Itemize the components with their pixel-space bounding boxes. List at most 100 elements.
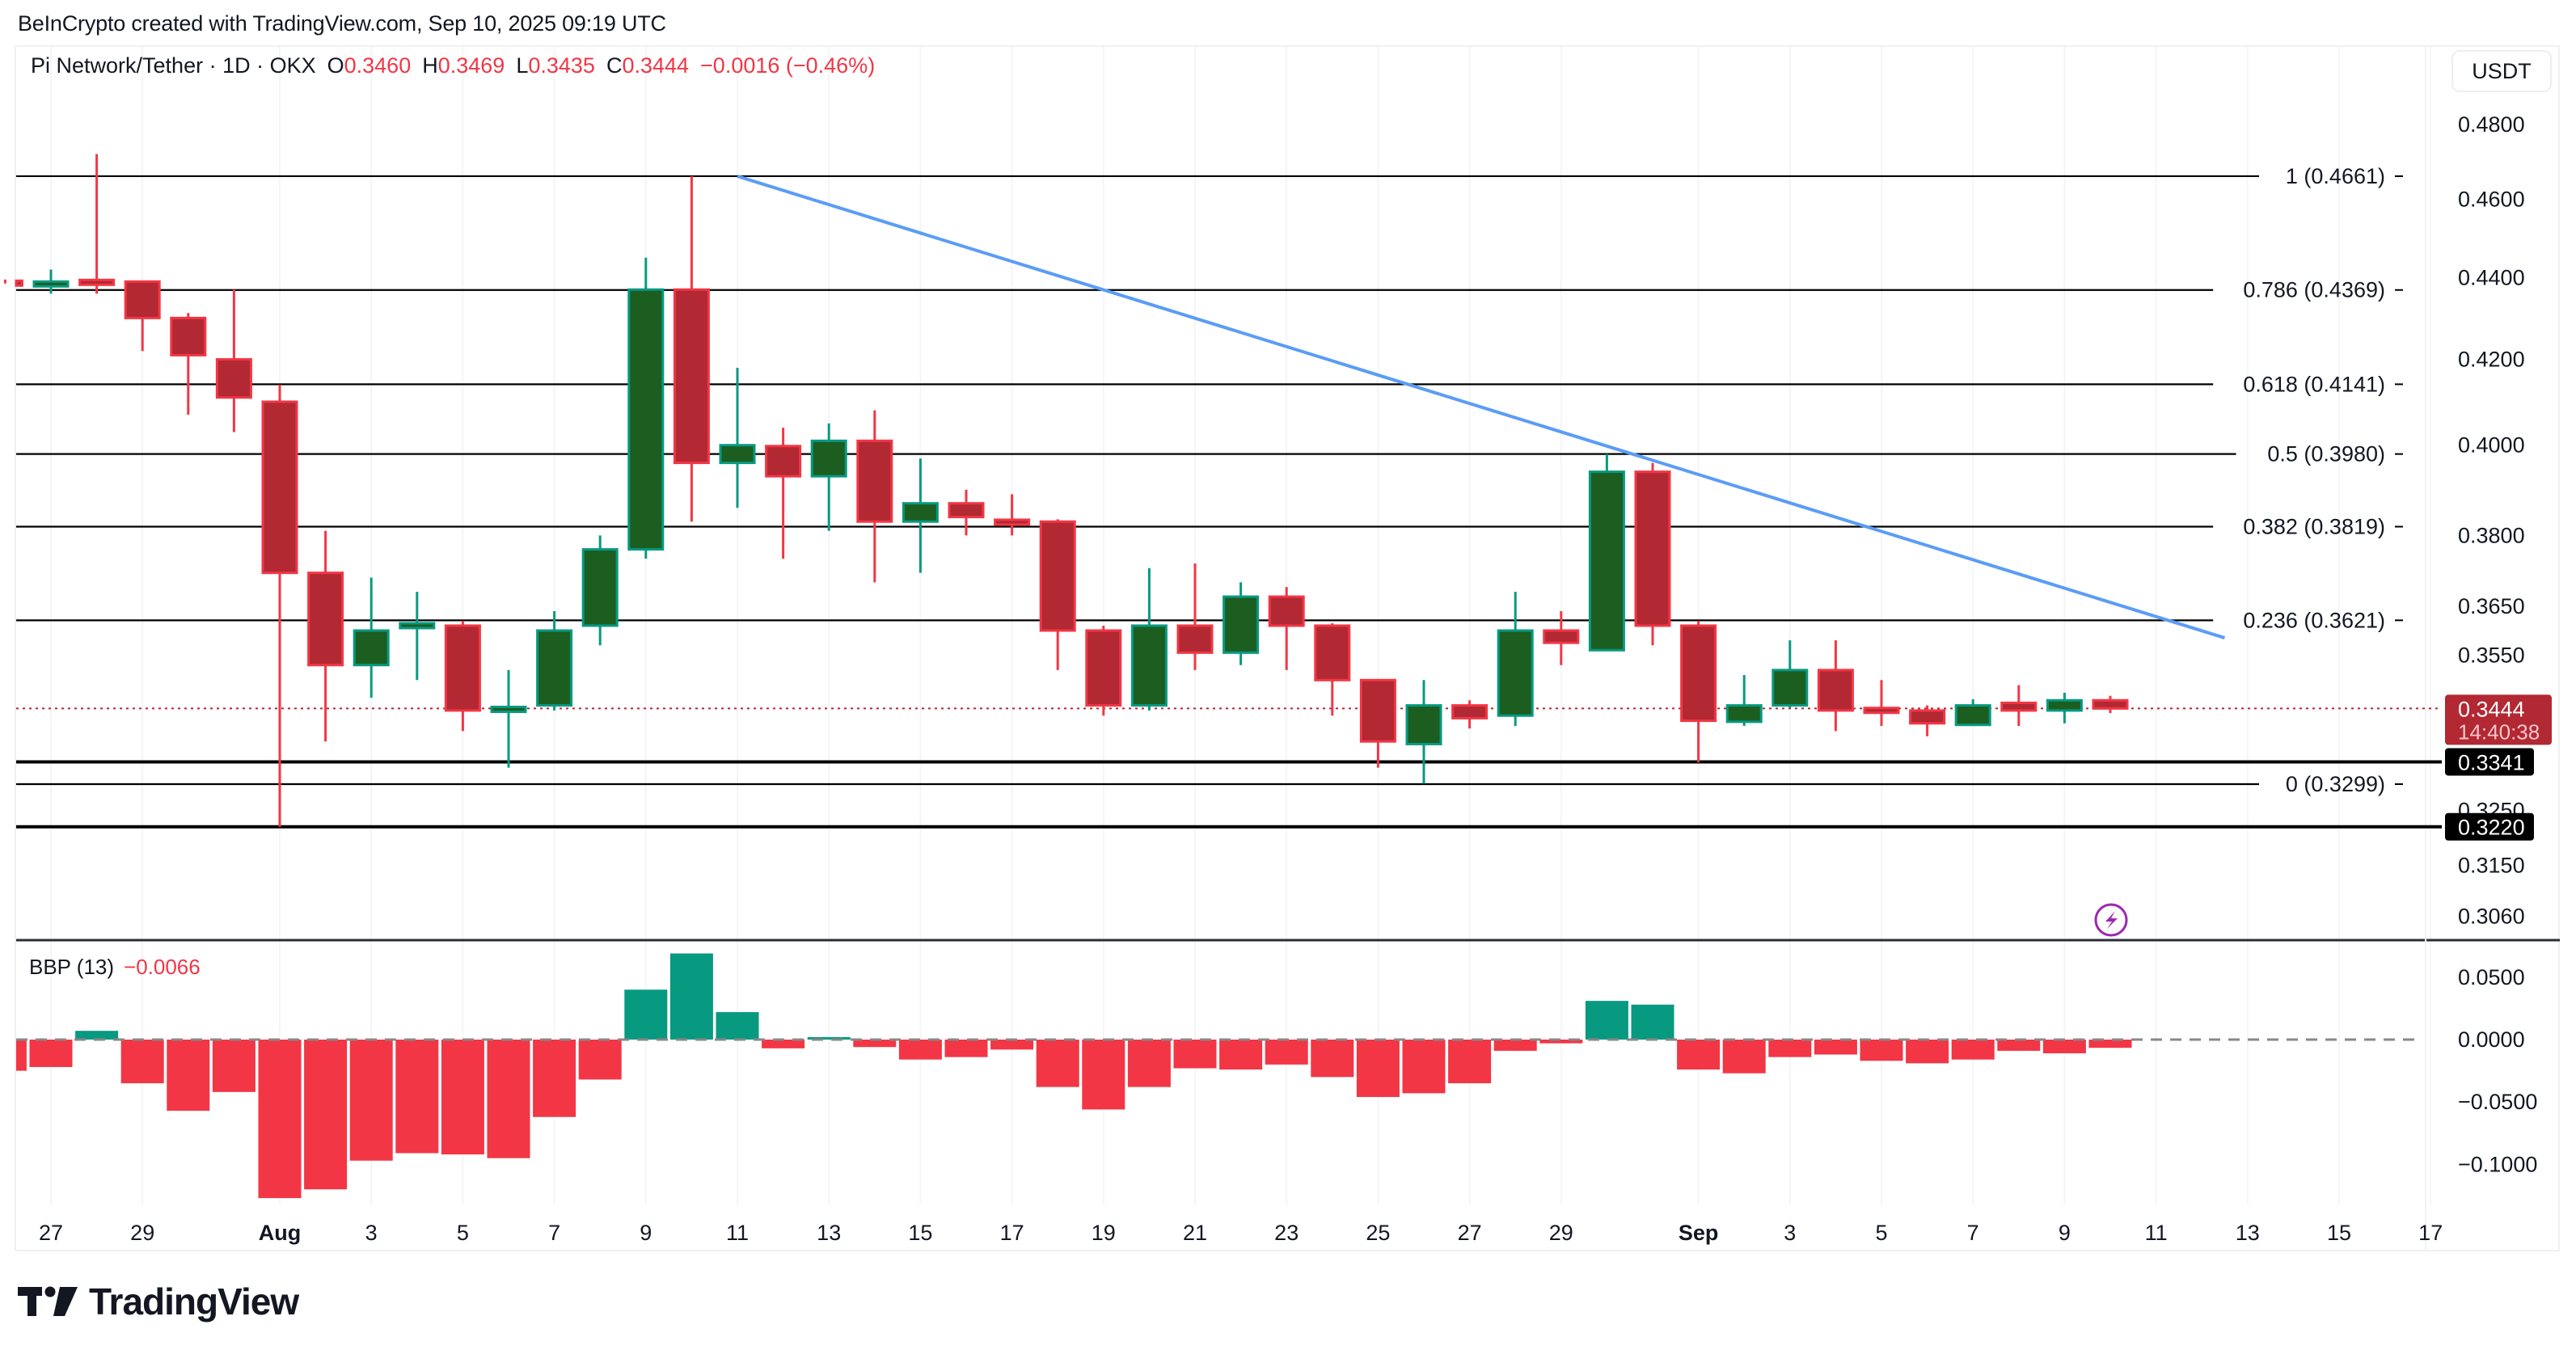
bbp-bar[interactable] — [1814, 1040, 1857, 1055]
bbp-bar[interactable] — [1768, 1040, 1812, 1057]
candle-down[interactable] — [15, 279, 23, 287]
candle-up[interactable] — [490, 705, 527, 713]
bbp-bar[interactable] — [853, 1040, 897, 1048]
bbp-bar[interactable] — [1311, 1040, 1354, 1078]
bbp-bar[interactable] — [578, 1040, 622, 1080]
bbp-bar[interactable] — [1082, 1040, 1125, 1110]
candle-down[interactable] — [1176, 624, 1214, 654]
candle-down[interactable] — [1543, 629, 1580, 644]
candle-down[interactable] — [1359, 678, 1396, 743]
descending-trendline[interactable] — [737, 175, 2226, 639]
candle-down[interactable] — [856, 439, 893, 523]
bbp-bar[interactable] — [167, 1040, 210, 1112]
candle-up[interactable] — [1772, 669, 1809, 707]
tradingview-logo-text: TradingView — [89, 1280, 299, 1323]
bbp-bar[interactable] — [1997, 1040, 2041, 1051]
candle-down[interactable] — [2092, 698, 2129, 710]
bbp-bar[interactable] — [212, 1040, 255, 1092]
candle-down[interactable] — [994, 518, 1031, 526]
candle-down[interactable] — [673, 288, 710, 465]
bbp-bar[interactable] — [2088, 1040, 2132, 1048]
bbp-bar[interactable] — [1677, 1040, 1721, 1070]
bbp-bar[interactable] — [395, 1040, 439, 1154]
bbp-bar[interactable] — [807, 1036, 851, 1040]
candle-down[interactable] — [124, 280, 161, 319]
bbp-bar[interactable] — [1493, 1040, 1537, 1051]
bbp-bar[interactable] — [1585, 1001, 1628, 1040]
candle-up[interactable] — [2046, 698, 2083, 712]
candle-down[interactable] — [170, 316, 207, 356]
candle-down[interactable] — [1039, 520, 1076, 632]
candle-down[interactable] — [1909, 709, 1946, 725]
bbp-bar[interactable] — [1219, 1040, 1263, 1070]
candle-up[interactable] — [902, 502, 939, 523]
candle-down[interactable] — [1451, 704, 1489, 719]
candle-up[interactable] — [536, 629, 573, 707]
bbp-bar[interactable] — [1951, 1040, 1995, 1060]
bbp-bar[interactable] — [990, 1040, 1034, 1050]
candle-down[interactable] — [307, 572, 344, 667]
candle-up[interactable] — [1497, 629, 1534, 717]
bbp-bar[interactable] — [1036, 1040, 1079, 1087]
bbp-bar[interactable] — [120, 1040, 164, 1084]
bbp-bar[interactable] — [258, 1040, 302, 1199]
candle-down[interactable] — [1085, 629, 1122, 707]
time-axis-label: 11 — [2145, 1221, 2168, 1245]
bbp-bar[interactable] — [75, 1031, 119, 1040]
bbp-bar[interactable] — [944, 1040, 988, 1057]
bbp-bar[interactable] — [29, 1040, 73, 1067]
bbp-bar[interactable] — [1127, 1040, 1171, 1087]
candle-down[interactable] — [1863, 707, 1900, 715]
candle-up[interactable] — [1130, 624, 1168, 707]
bbp-bar[interactable] — [441, 1040, 484, 1155]
bbp-bar[interactable] — [1906, 1040, 1949, 1064]
candle-up[interactable] — [1588, 470, 1625, 652]
candle-down[interactable] — [948, 502, 985, 519]
bbp-bar[interactable] — [16, 1040, 27, 1071]
candle-up[interactable] — [353, 629, 390, 667]
bbp-bar[interactable] — [1722, 1040, 1766, 1074]
bbp-bar[interactable] — [487, 1040, 530, 1158]
candle-up[interactable] — [1405, 704, 1442, 745]
candle-down[interactable] — [1680, 624, 1717, 723]
candle-down[interactable] — [765, 445, 802, 478]
bbp-bar[interactable] — [349, 1040, 393, 1161]
candle-up[interactable] — [1223, 595, 1260, 654]
candle-down[interactable] — [1817, 669, 1854, 712]
candle-down[interactable] — [2000, 701, 2038, 712]
currency-button[interactable]: USDT — [2451, 50, 2552, 92]
candle-up[interactable] — [719, 444, 756, 465]
bbp-bar[interactable] — [898, 1040, 942, 1060]
bbp-bar[interactable] — [2042, 1040, 2086, 1053]
candle-up[interactable] — [810, 439, 847, 478]
candle-up[interactable] — [399, 622, 436, 630]
time-axis-label: 27 — [1458, 1221, 1482, 1245]
bbp-bar[interactable] — [304, 1040, 348, 1190]
candle-up[interactable] — [1725, 704, 1763, 724]
candle-down[interactable] — [1314, 624, 1351, 681]
bbp-bar[interactable] — [624, 989, 668, 1040]
candle-down[interactable] — [1634, 470, 1671, 627]
bbp-bar[interactable] — [1356, 1040, 1400, 1098]
bbp-bar[interactable] — [716, 1012, 759, 1040]
candle-down[interactable] — [444, 624, 481, 712]
candle-up[interactable] — [627, 288, 665, 551]
candle-up[interactable] — [581, 548, 619, 627]
candle-up[interactable] — [1954, 704, 1991, 727]
bbp-bar[interactable] — [1539, 1040, 1583, 1044]
bbp-bar[interactable] — [1173, 1040, 1217, 1069]
candle-down[interactable] — [78, 278, 116, 286]
bbp-bar[interactable] — [1448, 1040, 1492, 1084]
candle-down[interactable] — [215, 358, 252, 399]
bbp-bar[interactable] — [1402, 1040, 1446, 1094]
candle-up[interactable] — [32, 280, 70, 288]
candle-down[interactable] — [1268, 595, 1305, 627]
bbp-bar[interactable] — [669, 953, 713, 1040]
bbp-bar[interactable] — [1265, 1040, 1308, 1065]
bbp-bar[interactable] — [1631, 1004, 1674, 1040]
candle-down[interactable] — [261, 400, 298, 575]
bbp-bar[interactable] — [1860, 1040, 1903, 1061]
bbp-bar[interactable] — [533, 1040, 576, 1117]
bbp-bar[interactable] — [762, 1040, 805, 1048]
